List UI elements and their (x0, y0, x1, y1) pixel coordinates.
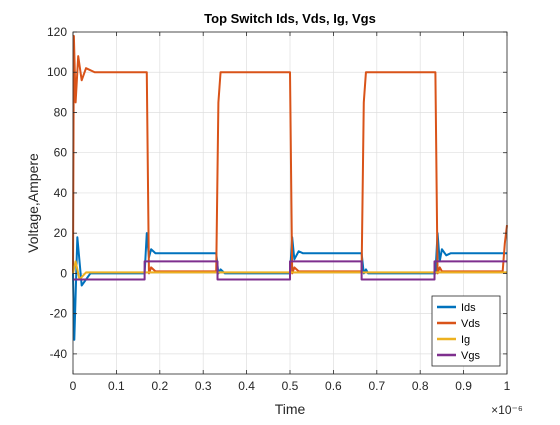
x-tick-label: 0.6 (325, 379, 342, 393)
x-tick-label: 1 (504, 379, 511, 393)
x-tick-label: 0.9 (455, 379, 472, 393)
chart-title: Top Switch Ids, Vds, Ig, Vgs (204, 11, 376, 26)
y-tick-label: 100 (47, 65, 67, 79)
legend-label-ids: Ids (461, 302, 476, 314)
tick-layer: 0 0.1 0.2 0.3 0.4 0.5 0.6 0.7 0.8 0.9 1 -40 -20 0 20 40… (47, 25, 511, 393)
legend-label-vgs: Vgs (461, 350, 480, 362)
series-line-vds (72, 35, 508, 275)
y-tick-label: 60 (54, 146, 68, 160)
y-tick-label: 40 (54, 186, 68, 200)
x-tick-label: 0.4 (238, 379, 255, 393)
x-tick-label: 0.1 (108, 379, 125, 393)
x-axis-exponent: ×10⁻⁶ (491, 403, 523, 417)
y-tick-label: -40 (50, 347, 68, 361)
legend: Ids Vds Ig Vgs (431, 295, 501, 367)
legend-label-ig: Ig (461, 334, 470, 346)
x-axis-title: Time (275, 401, 306, 417)
series-layer (72, 35, 508, 341)
series-line-vgs (73, 260, 507, 281)
y-tick-label: 0 (60, 266, 67, 280)
x-tick-label: 0.7 (368, 379, 385, 393)
y-axis-title: Voltage,Ampere (25, 153, 41, 253)
y-tick-label: 120 (47, 25, 67, 39)
x-tick-label: 0.8 (412, 379, 429, 393)
legend-label-vds: Vds (461, 318, 480, 330)
x-tick-label: 0.2 (151, 379, 168, 393)
y-tick-label: 80 (54, 105, 68, 119)
y-tick-label: 20 (54, 226, 68, 240)
x-tick-label: 0.3 (195, 379, 212, 393)
x-tick-label: 0.5 (282, 379, 299, 393)
x-tick-label: 0 (70, 379, 77, 393)
y-tick-label: -20 (50, 307, 68, 321)
